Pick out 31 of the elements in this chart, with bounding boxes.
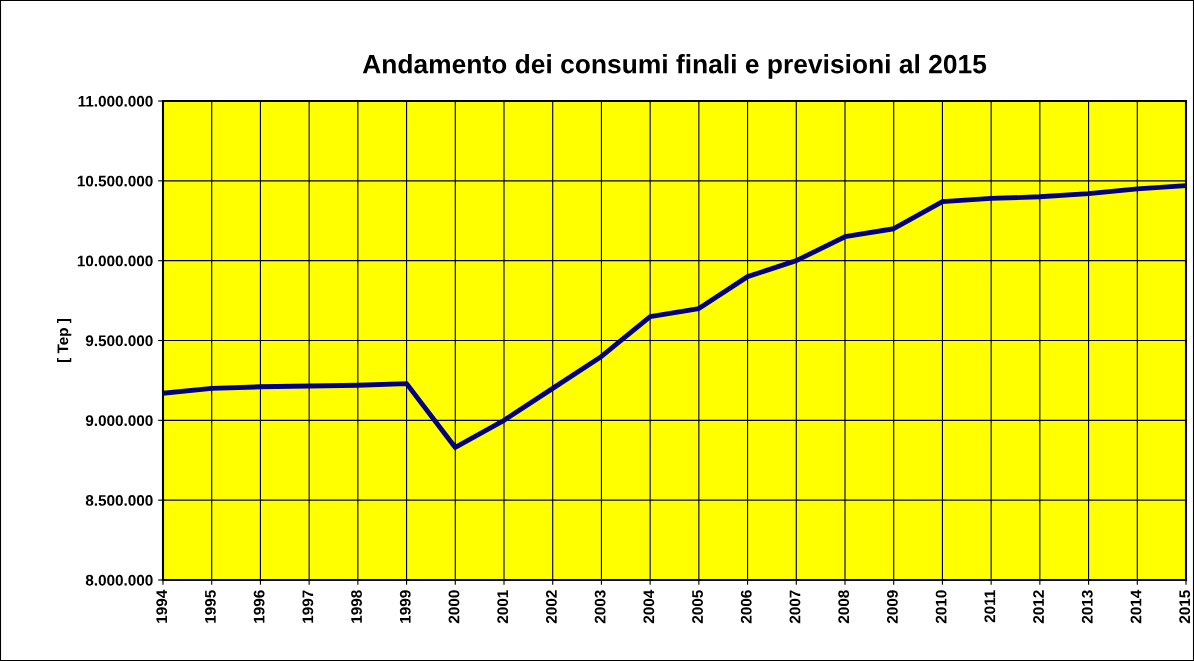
- x-tick-label: 2013: [1081, 590, 1093, 624]
- y-tick-label: 8.500.000: [85, 495, 153, 506]
- x-tick-label: 2010: [935, 590, 947, 624]
- x-tick-label: 2014: [1130, 589, 1142, 624]
- x-tick-label: 2000: [448, 590, 460, 624]
- x-tick-label: 2002: [546, 590, 557, 624]
- x-tick-label: 2011: [984, 590, 996, 623]
- x-tick-label: 2006: [740, 590, 752, 624]
- y-tick-label: 9.500.000: [85, 335, 153, 347]
- chart-title: Andamento dei consumi finali e previsioni al 2015: [362, 54, 987, 79]
- y-tick-label: 10.000.000: [77, 255, 153, 267]
- y-axis-title: [ Tep ]: [57, 319, 72, 362]
- x-tick-label: 2009: [887, 590, 898, 624]
- x-tick-label: 2012: [1033, 590, 1044, 624]
- y-tick-label: 11.000.000: [78, 95, 153, 107]
- x-tick-label: 1997: [302, 590, 314, 623]
- x-tick-label: 2007: [789, 590, 801, 624]
- x-tick-label: 1998: [351, 590, 362, 623]
- x-tick-label: 2001: [497, 590, 509, 624]
- y-tick-label: 9.000.000: [85, 415, 153, 427]
- x-tick-label: 2008: [838, 590, 850, 624]
- x-tick-label: 1999: [399, 590, 411, 623]
- y-tick-label: 8.000.000: [85, 574, 153, 586]
- y-tick-label: 10.500.000: [77, 175, 153, 187]
- x-tick-label: 1994: [156, 589, 168, 623]
- x-tick-label: 1995: [205, 590, 216, 623]
- x-tick-label: 1996: [253, 590, 265, 623]
- x-tick-label: 2015: [1179, 590, 1191, 624]
- x-tick-label: 2004: [643, 589, 655, 624]
- x-tick-label: 2003: [594, 590, 606, 624]
- x-tick-label: 2005: [692, 590, 703, 624]
